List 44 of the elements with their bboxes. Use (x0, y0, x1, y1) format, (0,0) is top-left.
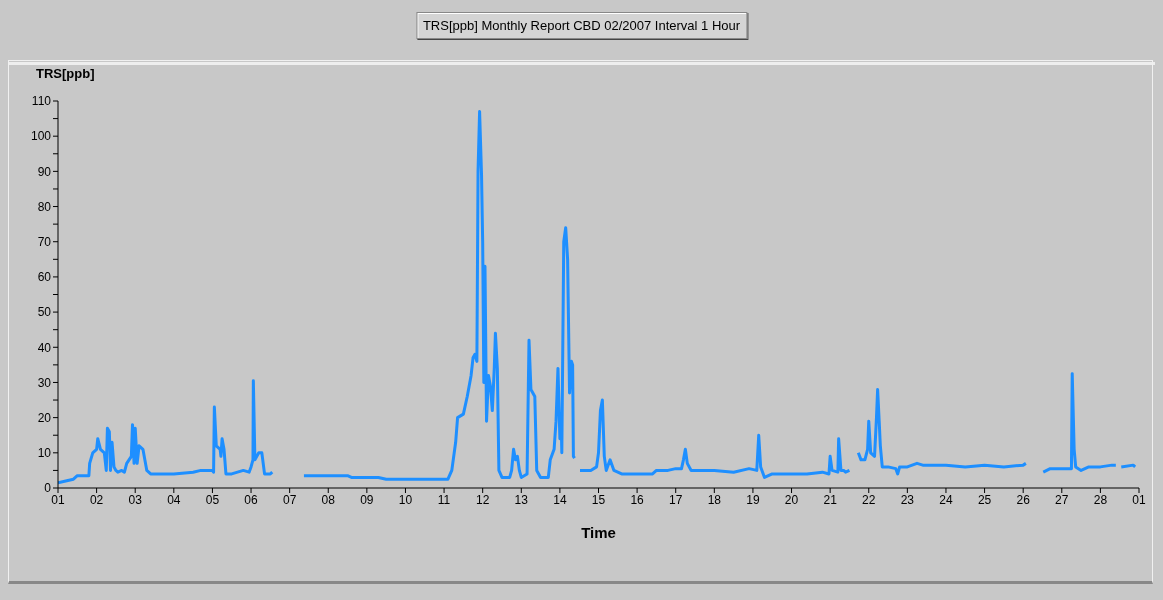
x-tick-label: 14 (553, 492, 567, 507)
x-tick-label: 15 (591, 492, 606, 507)
x-tick-label: 01 (1132, 492, 1146, 507)
x-tick-label: 19 (746, 492, 760, 507)
y-tick-label: 60 (37, 270, 52, 285)
x-tick-label: 11 (437, 492, 451, 507)
x-tick-label: 02 (89, 492, 104, 507)
x-tick-label: 25 (977, 492, 992, 507)
x-tick-label: 08 (321, 492, 336, 507)
y-tick-label: 10 (37, 446, 52, 461)
x-tick-label: 21 (823, 492, 838, 507)
x-tick-label: 27 (1055, 492, 1069, 507)
x-tick-label: 24 (939, 492, 953, 507)
x-tick-label: 13 (514, 492, 529, 507)
x-tick-label: 03 (128, 492, 143, 507)
x-tick-label: 28 (1093, 492, 1108, 507)
y-tick-label: 90 (37, 164, 52, 179)
x-tick-label: 06 (244, 492, 259, 507)
chart-title: TRS[ppb] Monthly Report CBD 02/2007 Interval 1 Hour (415, 12, 748, 39)
y-tick-label: 20 (37, 410, 52, 425)
x-tick-label: 23 (900, 492, 915, 507)
x-tick-label: 05 (205, 492, 220, 507)
x-axis-title: Time (580, 524, 617, 541)
x-tick-label: 26 (1016, 492, 1031, 507)
y-axis-title: TRS[ppb] (36, 66, 95, 81)
y-tick-label: 110 (31, 94, 52, 109)
x-tick-label: 10 (398, 492, 413, 507)
x-tick-label: 12 (476, 492, 490, 507)
x-tick-label: 04 (167, 492, 181, 507)
x-tick-label: 17 (669, 492, 683, 507)
y-tick-label: 0 (44, 481, 52, 496)
x-tick-label: 01 (51, 492, 65, 507)
y-tick-label: 30 (37, 375, 52, 390)
y-tick-label: 50 (37, 305, 52, 320)
x-tick-label: 18 (707, 492, 722, 507)
x-tick-label: 07 (282, 492, 297, 507)
y-tick-label: 80 (37, 199, 52, 214)
x-tick-label: 22 (862, 492, 876, 507)
x-tick-label: 16 (630, 492, 645, 507)
x-tick-label: 20 (784, 492, 799, 507)
y-tick-label: 70 (37, 234, 52, 249)
x-tick-label: 09 (360, 492, 374, 507)
y-tick-label: 40 (37, 340, 52, 355)
y-tick-label: 100 (30, 129, 52, 144)
